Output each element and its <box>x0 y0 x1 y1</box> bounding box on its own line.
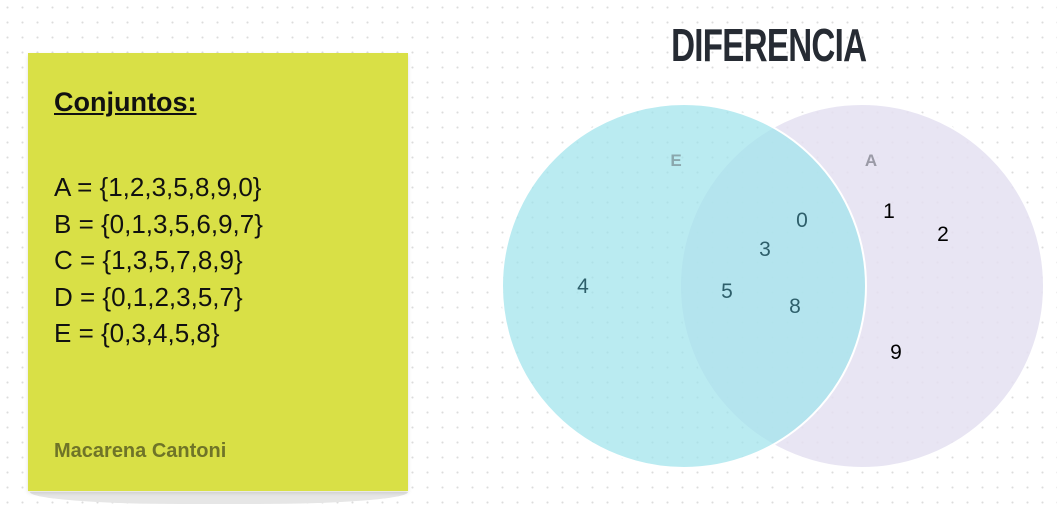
element-intersection: 8 <box>789 295 801 318</box>
set-definition-d: D = {0,1,2,3,5,7} <box>54 281 243 312</box>
author-name: Macarena Cantoni <box>54 440 227 462</box>
element-intersection: 0 <box>796 209 808 232</box>
element-intersection: 5 <box>721 280 733 303</box>
set-e-label: E <box>670 151 681 170</box>
set-definition-b: B = {0,1,3,5,6,9,7} <box>54 208 263 239</box>
element-a-only: 9 <box>890 341 902 364</box>
set-a-label: A <box>865 151 877 170</box>
element-intersection: 3 <box>759 238 771 261</box>
sticky-note-shadow <box>30 492 408 504</box>
note-heading: Conjuntos: <box>54 87 197 117</box>
sticky-note: Conjuntos: A = {1,2,3,5,8,9,0} B = {0,1,… <box>28 53 408 491</box>
set-definition-e: E = {0,3,4,5,8} <box>54 318 220 348</box>
set-e-circle <box>501 103 867 469</box>
set-list: A = {1,2,3,5,8,9,0} B = {0,1,3,5,6,9,7} … <box>54 169 263 352</box>
element-e-only: 4 <box>577 275 589 298</box>
set-definition-a: A = {1,2,3,5,8,9,0} <box>54 172 262 202</box>
element-a-only: 2 <box>937 223 949 246</box>
element-a-only: 1 <box>883 200 895 223</box>
set-definition-c: C = {1,3,5,7,8,9} <box>54 245 243 275</box>
